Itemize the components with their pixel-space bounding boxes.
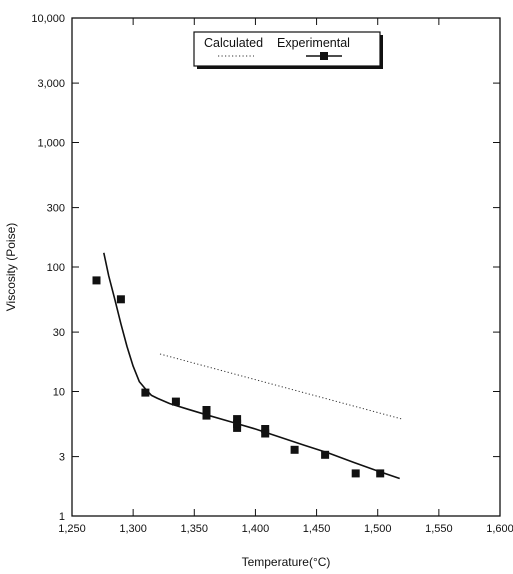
y-tick-label: 10,000 — [31, 13, 65, 25]
y-tick-label: 30 — [53, 327, 65, 339]
y-tick-label: 1,000 — [37, 138, 65, 150]
y-tick-label: 300 — [47, 203, 65, 215]
x-axis: 1,250 1,300 1,350 1,400 1,450 1,500 1,550 1,600 — [58, 18, 513, 535]
y-tick-label: 10 — [53, 387, 65, 399]
experimental-point — [171, 397, 180, 406]
experimental-point — [321, 450, 330, 459]
y-axis: 1 3 10 30 100 300 1,000 3,000 10,000 — [31, 13, 500, 523]
legend-swatch-experimental-marker — [320, 52, 328, 60]
experimental-point — [261, 425, 270, 433]
x-tick-label: 1,250 — [58, 523, 86, 535]
legend-label-experimental: Experimental — [277, 36, 350, 50]
x-tick-label: 1,550 — [425, 523, 453, 535]
x-tick-label: 1,400 — [242, 523, 270, 535]
experimental-fit-curve — [103, 252, 400, 480]
legend: Calculated Experimental — [193, 31, 383, 69]
experimental-point — [376, 469, 385, 478]
x-tick-label: 1,350 — [181, 523, 209, 535]
y-tick-label: 1 — [59, 511, 65, 523]
experimental-point — [202, 411, 211, 420]
y-axis-label: Viscosity (Poise) — [4, 223, 18, 311]
plot-frame — [71, 17, 501, 517]
x-tick-label: 1,450 — [303, 523, 331, 535]
experimental-point — [116, 295, 125, 304]
y-tick-label: 3,000 — [37, 78, 65, 90]
experimental-point — [290, 445, 299, 454]
experimental-point — [261, 429, 270, 438]
x-axis-label: Temperature(°C) — [242, 555, 331, 569]
legend-label-calculated: Calculated — [204, 36, 263, 50]
experimental-point — [202, 406, 211, 414]
x-tick-label: 1,600 — [486, 523, 513, 535]
x-tick-label: 1,300 — [119, 523, 147, 535]
experimental-point — [92, 276, 101, 285]
experimental-point — [233, 423, 242, 432]
experimental-point — [233, 419, 242, 428]
x-tick-label: 1,500 — [364, 523, 392, 535]
experimental-point — [233, 415, 242, 424]
experimental-point — [141, 388, 150, 397]
experimental-point — [351, 469, 360, 478]
calculated-series-line — [159, 353, 403, 420]
series-layer — [92, 252, 403, 480]
y-tick-label: 100 — [47, 262, 65, 274]
legend-box — [193, 31, 381, 67]
y-tick-label: 3 — [59, 452, 65, 464]
